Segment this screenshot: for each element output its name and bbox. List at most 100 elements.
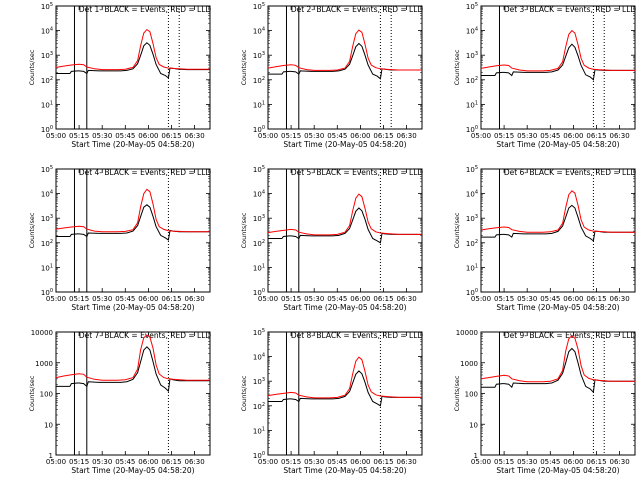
- y-tick-label: 100: [253, 125, 265, 134]
- x-tick-label: 05:45: [540, 295, 560, 303]
- x-tick-label: 05:00: [46, 295, 66, 303]
- panel-title: Det 2- BLACK = Events, RED = LLD: [291, 5, 424, 14]
- x-tick-label: 05:15: [494, 295, 514, 303]
- plot-frame: [480, 5, 636, 130]
- x-axis-label: Start Time (20-May-05 04:58:20): [283, 140, 406, 149]
- events-series-line: [268, 370, 422, 407]
- plot-frame: [267, 331, 423, 456]
- y-tick-label: 1: [49, 452, 53, 460]
- x-tick-label: 06:00: [138, 295, 158, 303]
- y-axis-label: Counts/sec: [28, 375, 36, 411]
- y-tick-label: 100: [465, 391, 478, 399]
- plot-frame: [267, 5, 423, 130]
- events-series-line: [56, 204, 210, 241]
- x-tick-label: 05:45: [115, 458, 135, 466]
- y-tick-label: 102: [253, 402, 265, 411]
- lld-series-line: [55, 334, 210, 381]
- y-tick-label: 105: [253, 165, 265, 174]
- events-series-line: [56, 346, 210, 393]
- y-tick-label: 105: [41, 2, 53, 11]
- x-tick-label: 05:30: [92, 295, 112, 303]
- y-tick-label: 105: [253, 2, 265, 11]
- y-tick-label: 102: [253, 76, 265, 85]
- x-tick-label: 06:15: [373, 458, 393, 466]
- events-series-line: [481, 43, 635, 81]
- y-tick-label: 104: [41, 27, 53, 36]
- y-tick-label: 101: [466, 263, 478, 272]
- y-tick-label: 104: [41, 190, 53, 199]
- x-tick-label: 05:45: [115, 295, 135, 303]
- x-tick-label: 05:45: [540, 458, 560, 466]
- x-tick-label: 05:00: [46, 458, 66, 466]
- x-tick-label: 06:15: [161, 295, 181, 303]
- x-tick-label: 06:30: [397, 132, 417, 140]
- y-tick-label: 103: [41, 214, 53, 223]
- panel-det-3: Det 3- BLACK = Events, RED = LLD 100 101 10…: [453, 2, 636, 149]
- x-axis-label: Start Time (20-May-05 04:58:20): [496, 303, 619, 312]
- x-tick-label: 06:00: [138, 132, 158, 140]
- panel-title: Det 1- BLACK = Events, RED = LLD: [79, 5, 212, 14]
- y-tick-label: 104: [466, 190, 478, 199]
- x-tick-label: 06:15: [586, 132, 606, 140]
- panel-title: Det 3- BLACK = Events, RED = LLD: [504, 5, 637, 14]
- x-tick-label: 05:15: [69, 295, 89, 303]
- plot-frame: [55, 5, 211, 130]
- x-axis-label: Start Time (20-May-05 04:58:20): [71, 140, 194, 149]
- lld-series-line: [267, 356, 422, 399]
- panel-det-7: Det 7- BLACK = Events, RED = LLD 1 10 100 10…: [28, 329, 211, 475]
- events-series-line: [268, 207, 422, 244]
- y-tick-label: 10: [469, 421, 478, 429]
- x-tick-label: 06:00: [563, 458, 583, 466]
- events-series-line: [481, 347, 635, 394]
- x-tick-label: 06:00: [350, 295, 370, 303]
- x-tick-label: 05:15: [69, 132, 89, 140]
- y-tick-label: 100: [466, 125, 478, 134]
- lld-series-line: [480, 335, 635, 383]
- y-tick-label: 1000: [35, 360, 53, 368]
- y-tick-label: 1: [474, 452, 478, 460]
- y-tick-label: 103: [253, 377, 265, 386]
- panel-det-2: Det 2- BLACK = Events, RED = LLD 100 101 10…: [240, 2, 423, 149]
- x-tick-label: 05:00: [258, 295, 278, 303]
- x-tick-label: 06:15: [586, 458, 606, 466]
- panel-det-1: Det 1- BLACK = Events, RED = LLD 100 101 10…: [28, 2, 211, 149]
- x-tick-label: 05:30: [92, 132, 112, 140]
- x-axis-label: Start Time (20-May-05 04:58:20): [496, 466, 619, 475]
- y-tick-label: 10: [44, 421, 53, 429]
- y-tick-label: 102: [466, 239, 478, 248]
- x-tick-label: 05:15: [281, 132, 301, 140]
- lld-series-line: [480, 190, 635, 233]
- x-tick-label: 05:00: [471, 132, 491, 140]
- panel-title: Det 4- BLACK = Events, RED = LLD: [79, 168, 212, 177]
- y-tick-label: 104: [253, 190, 265, 199]
- x-axis-label: Start Time (20-May-05 04:58:20): [283, 303, 406, 312]
- y-axis-label: Counts/sec: [28, 49, 36, 85]
- x-tick-label: 05:45: [327, 458, 347, 466]
- panel-det-4: Det 4- BLACK = Events, RED = LLD 100 101 10…: [28, 165, 211, 312]
- x-tick-label: 05:15: [281, 458, 301, 466]
- x-tick-label: 06:30: [185, 458, 205, 466]
- plot-frame: [480, 331, 636, 456]
- y-axis-label: Counts/sec: [453, 49, 461, 85]
- x-tick-label: 06:15: [161, 458, 181, 466]
- y-tick-label: 101: [41, 100, 53, 109]
- x-tick-label: 05:00: [46, 132, 66, 140]
- y-tick-label: 100: [466, 288, 478, 297]
- y-tick-label: 104: [466, 27, 478, 36]
- x-tick-label: 05:15: [281, 295, 301, 303]
- y-axis-label: Counts/sec: [240, 49, 248, 85]
- x-axis-label: Start Time (20-May-05 04:58:20): [496, 140, 619, 149]
- x-tick-label: 06:30: [610, 458, 630, 466]
- y-tick-label: 10000: [31, 329, 53, 337]
- panel-title: Det 5- BLACK = Events, RED = LLD: [291, 168, 424, 177]
- y-tick-label: 100: [40, 391, 53, 399]
- y-tick-label: 103: [253, 51, 265, 60]
- x-axis-label: Start Time (20-May-05 04:58:20): [283, 466, 406, 475]
- events-series-line: [268, 42, 422, 80]
- x-tick-label: 06:00: [138, 458, 158, 466]
- x-tick-label: 05:45: [327, 132, 347, 140]
- x-tick-label: 05:00: [471, 458, 491, 466]
- x-tick-label: 06:30: [185, 132, 205, 140]
- y-tick-label: 100: [253, 288, 265, 297]
